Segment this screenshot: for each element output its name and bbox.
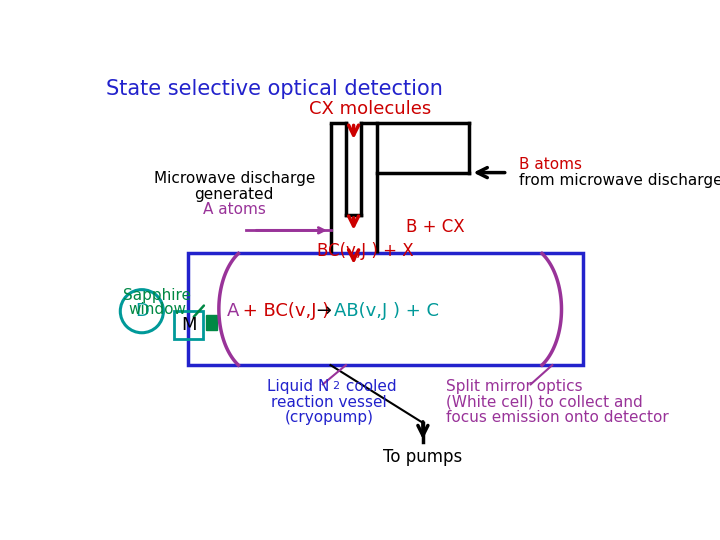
Text: generated: generated [194, 187, 274, 201]
Bar [174, 311, 204, 339]
Text: To pumps: To pumps [383, 449, 462, 467]
Text: reaction vessel: reaction vessel [271, 395, 387, 409]
Text: window: window [128, 302, 186, 317]
Text: (White cell) to collect and: (White cell) to collect and [446, 395, 643, 409]
Text: BC(v,J ) + X: BC(v,J ) + X [317, 242, 413, 260]
Text: B + CX: B + CX [406, 218, 464, 235]
Text: A atoms: A atoms [203, 202, 266, 217]
Text: 2: 2 [332, 381, 339, 390]
Text: Split mirror optics: Split mirror optics [446, 379, 582, 394]
Text: AB(v,J ) + C: AB(v,J ) + C [334, 302, 439, 320]
Text: Microwave discharge: Microwave discharge [153, 171, 315, 186]
Text: →: → [311, 302, 338, 320]
Text: CX molecules: CX molecules [310, 100, 432, 118]
Text: D: D [135, 302, 149, 320]
Bar [188, 253, 583, 365]
Text: + BC(v,J ): + BC(v,J ) [238, 302, 330, 320]
Text: (cryopump): (cryopump) [284, 410, 374, 425]
Text: B atoms: B atoms [519, 157, 582, 172]
Text: State selective optical detection: State selective optical detection [106, 79, 443, 99]
Text: Liquid N: Liquid N [266, 379, 329, 394]
Bar [206, 315, 217, 330]
Text: Sapphire: Sapphire [123, 288, 192, 303]
Text: cooled: cooled [341, 379, 397, 394]
Text: from microwave discharge: from microwave discharge [519, 173, 720, 188]
Text: A: A [227, 302, 239, 320]
Text: M: M [181, 316, 197, 334]
Text: focus emission onto detector: focus emission onto detector [446, 410, 669, 425]
